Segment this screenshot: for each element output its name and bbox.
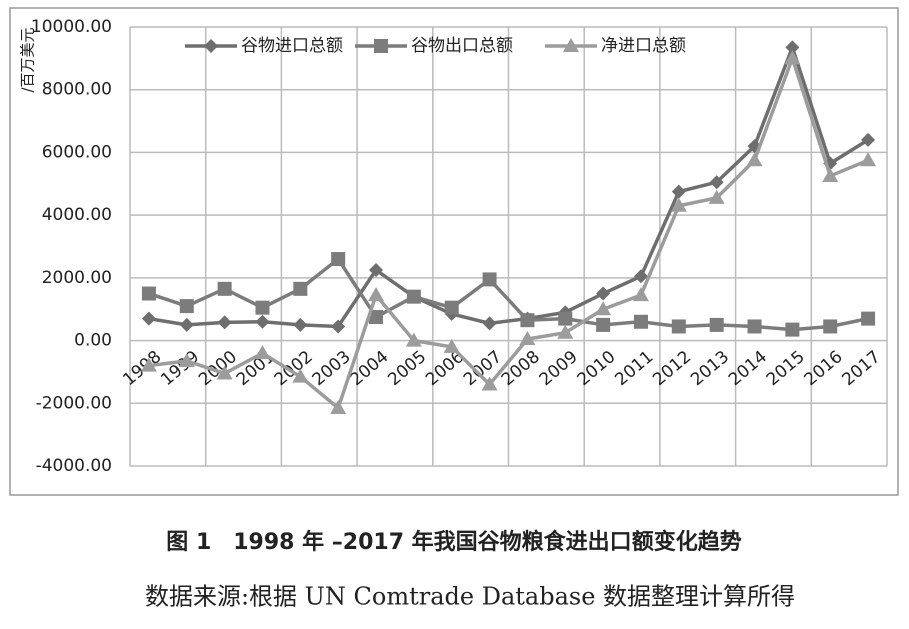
marker-diamond [709, 175, 724, 190]
marker-triangle [563, 38, 579, 52]
y-tick-label: 0.00 [74, 331, 112, 351]
legend-label: 谷物进口总额 [241, 36, 343, 56]
marker-diamond [785, 40, 800, 55]
marker-diamond [141, 311, 156, 326]
marker-triangle [368, 287, 385, 302]
x-tick-label: 2004 [346, 347, 392, 390]
y-tick-label: 8000.00 [42, 80, 112, 100]
marker-square [217, 281, 232, 296]
marker-square [331, 252, 346, 267]
y-tick-label: 10000.00 [31, 17, 112, 37]
marker-triangle [595, 301, 612, 316]
marker-triangle [140, 357, 157, 372]
marker-diamond [255, 314, 270, 329]
marker-square [633, 314, 648, 329]
x-tick-label: 2016 [801, 347, 847, 390]
marker-square [444, 300, 459, 315]
caption: 图 1 1998 年 –2017 年我国谷物粮食进出口额变化趋势 [166, 529, 741, 555]
marker-triangle [216, 365, 233, 380]
y-tick-label: 6000.00 [42, 142, 112, 162]
marker-square [558, 311, 573, 326]
y-axis-label: /百万美元 [19, 27, 37, 92]
marker-diamond [204, 39, 218, 53]
marker-diamond [331, 319, 346, 334]
x-tick-label: 2001 [233, 347, 279, 390]
x-tick-label: 2006 [422, 347, 468, 390]
marker-triangle [632, 287, 649, 302]
marker-square [823, 319, 838, 334]
legend-label: 谷物出口总额 [411, 36, 513, 56]
y-tick-label: 4000.00 [42, 205, 112, 225]
marker-triangle [708, 189, 725, 204]
x-tick-label: 2010 [574, 347, 620, 390]
x-tick-label: 2007 [460, 347, 506, 390]
marker-triangle [519, 331, 536, 346]
marker-triangle [330, 399, 347, 414]
marker-square [747, 319, 762, 334]
marker-triangle [405, 332, 422, 347]
marker-diamond [293, 317, 308, 332]
marker-diamond [217, 315, 232, 330]
marker-triangle [481, 376, 498, 391]
marker-diamond [861, 132, 876, 147]
marker-square [179, 299, 194, 314]
marker-triangle [254, 345, 271, 360]
marker-triangle [443, 338, 460, 353]
marker-diamond [633, 269, 648, 284]
y-tick-label: 2000.00 [42, 268, 112, 288]
marker-triangle [746, 152, 763, 167]
marker-triangle [860, 152, 877, 167]
y-tick-label: -2000.00 [36, 393, 112, 413]
marker-square [374, 39, 388, 53]
marker-square [369, 310, 384, 325]
marker-square [861, 311, 876, 326]
y-tick-label: -4000.00 [36, 456, 112, 476]
marker-diamond [179, 317, 194, 332]
marker-square [141, 286, 156, 301]
x-tick-label: 1999 [157, 347, 203, 390]
x-tick-label: 2015 [763, 347, 809, 390]
x-tick-label: 2014 [725, 347, 771, 390]
x-tick-label: 2005 [384, 347, 430, 390]
source: 数据来源:根据 UN Comtrade Database 数据整理计算所得 [145, 583, 795, 611]
marker-triangle [178, 352, 195, 367]
legend-label: 净进口总额 [601, 36, 686, 56]
marker-diamond [671, 184, 686, 199]
marker-square [255, 300, 270, 315]
marker-square [596, 317, 611, 332]
marker-square [520, 313, 535, 328]
marker-diamond [369, 263, 384, 278]
marker-square [406, 289, 421, 304]
marker-triangle [670, 197, 687, 212]
marker-square [482, 272, 497, 287]
marker-square [671, 319, 686, 334]
x-tick-label: 2012 [649, 347, 695, 390]
marker-square [293, 281, 308, 296]
x-tick-label: 2013 [687, 347, 733, 390]
marker-square [709, 317, 724, 332]
marker-diamond [596, 286, 611, 301]
marker-diamond [482, 316, 497, 331]
chart-frame [9, 7, 899, 496]
marker-triangle [292, 368, 309, 383]
marker-square [785, 322, 800, 337]
x-tick-label: 2017 [839, 347, 885, 390]
marker-triangle [822, 167, 839, 182]
x-tick-label: 1998 [119, 347, 165, 390]
x-tick-label: 2011 [611, 347, 657, 390]
marker-triangle [784, 50, 801, 65]
marker-triangle [557, 324, 574, 339]
x-tick-label: 2009 [536, 347, 582, 390]
